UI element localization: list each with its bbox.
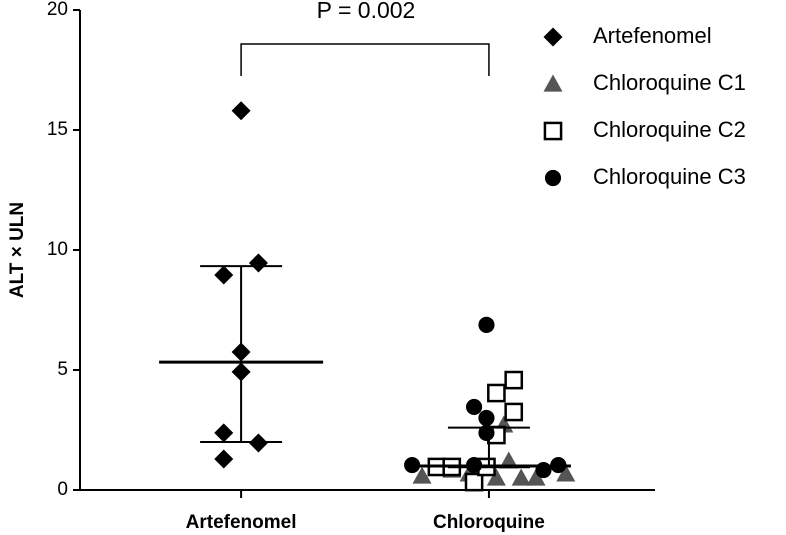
y-tick-label: 10 <box>47 239 68 260</box>
legend-label: Chloroquine C1 <box>593 70 746 95</box>
point <box>535 462 552 479</box>
y-tick-label: 5 <box>57 359 68 380</box>
x-tick-label: Chloroquine <box>433 512 545 533</box>
legend-marker <box>543 74 563 92</box>
legend-label: Chloroquine C3 <box>593 164 746 189</box>
point <box>231 101 251 121</box>
x-tick-label: Artefenomel <box>186 512 297 533</box>
annotation: P = 0.002 <box>317 0 416 23</box>
point <box>511 468 531 486</box>
point <box>478 316 495 333</box>
point <box>214 423 234 443</box>
point <box>504 370 524 390</box>
point <box>526 468 546 486</box>
y-axis-label: ALT × ULN <box>7 202 28 298</box>
point <box>214 265 234 285</box>
y-tick-label: 15 <box>47 119 68 140</box>
point <box>465 398 483 416</box>
point <box>478 424 495 441</box>
legend-label: Artefenomel <box>593 23 712 48</box>
point <box>478 409 495 427</box>
y-tick-label: 0 <box>57 479 68 500</box>
legend-label: Chloroquine C2 <box>593 117 746 142</box>
legend-marker <box>543 121 563 141</box>
point <box>464 472 484 492</box>
point <box>412 466 432 484</box>
y-tick-label: 20 <box>47 0 68 20</box>
point <box>499 451 519 469</box>
point <box>214 449 234 469</box>
point <box>248 253 268 273</box>
significance-bracket <box>240 43 490 76</box>
point <box>556 464 576 482</box>
point <box>486 468 506 486</box>
point <box>504 402 524 422</box>
legend-marker <box>543 27 563 47</box>
point <box>487 383 506 403</box>
legend-marker <box>544 169 562 187</box>
